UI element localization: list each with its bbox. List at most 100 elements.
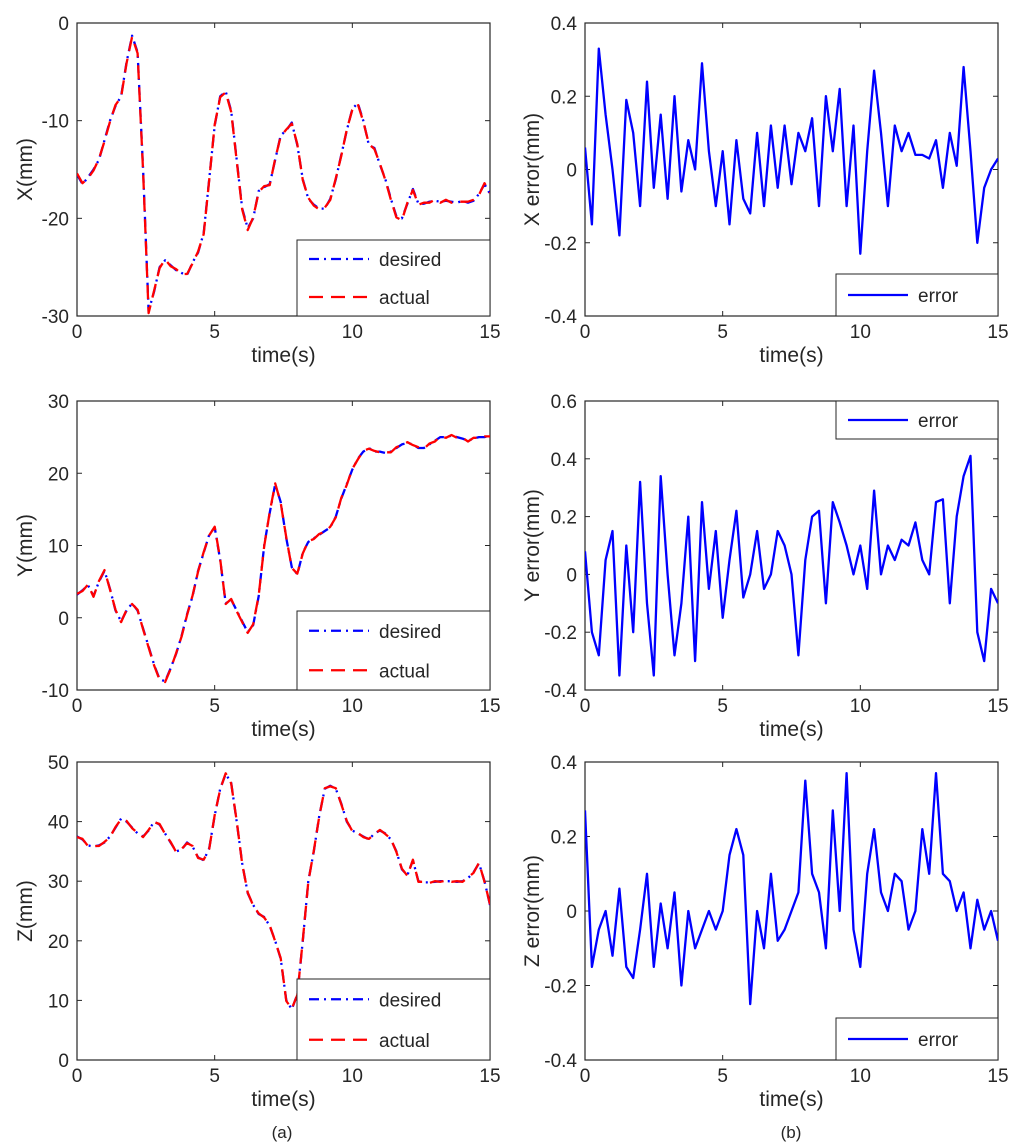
series-group — [585, 47, 998, 255]
y-tick-label: 40 — [48, 813, 69, 834]
y-tick-label: 0.2 — [551, 828, 577, 849]
x-axis-label: time(s) — [759, 344, 823, 367]
legend-label-desired: desired — [379, 990, 441, 1011]
legend: error — [835, 400, 999, 440]
series-line-actual — [77, 772, 490, 1010]
x-axis-label: time(s) — [251, 1088, 315, 1111]
x-tick-label: 10 — [342, 1066, 363, 1087]
legend-label-actual: actual — [379, 288, 430, 309]
y-tick-label: 0 — [566, 161, 577, 182]
legend: error — [835, 1017, 999, 1061]
chart-z-position: 0 5 10 15 0 10 20 30 40 50 time(s) Z(mm) desired actu… — [14, 753, 501, 1111]
y-tick-label: 0 — [58, 1051, 69, 1072]
series-line-error — [585, 47, 998, 255]
x-tick-label: 5 — [717, 1066, 728, 1087]
x-tick-label: 15 — [479, 322, 500, 343]
legend-box — [296, 610, 491, 691]
plot-area — [584, 22, 999, 317]
y-axis-label: Y(mm) — [14, 514, 37, 577]
legend-label-actual: actual — [379, 1031, 430, 1052]
legend-label-desired: desired — [379, 250, 441, 271]
x-tick-label: 10 — [850, 322, 871, 343]
x-tick-label: 0 — [72, 1066, 83, 1087]
y-tick-label: 0.4 — [551, 753, 578, 774]
y-tick-label: 10 — [48, 991, 69, 1012]
y-tick-label: 0.4 — [551, 14, 578, 35]
y-tick-label: 10 — [48, 537, 69, 558]
y-tick-label: 30 — [48, 392, 69, 413]
y-tick-label: -20 — [42, 209, 69, 230]
legend: desired actual — [296, 610, 491, 691]
x-tick-label: 0 — [580, 1066, 591, 1087]
y-tick-label: 0 — [58, 14, 69, 35]
x-tick-label: 15 — [987, 322, 1008, 343]
x-axis-label: time(s) — [251, 344, 315, 367]
x-tick-label: 10 — [850, 696, 871, 717]
legend-label-error: error — [918, 411, 959, 432]
x-axis-label: time(s) — [759, 718, 823, 741]
y-tick-label: 0.2 — [551, 508, 577, 529]
x-tick-label: 5 — [717, 322, 728, 343]
chart-x-position: 0 5 10 15 -30 -20 -10 0 time(s) X(mm) desired actua… — [14, 14, 501, 367]
y-axis-label: X(mm) — [14, 138, 37, 201]
series-group — [585, 772, 998, 1006]
legend-label-error: error — [918, 286, 959, 307]
y-axis-label: Z error(mm) — [521, 855, 544, 967]
legend-label-desired: desired — [379, 622, 441, 643]
y-tick-label: -30 — [42, 307, 69, 328]
y-tick-label: -0.4 — [544, 307, 577, 328]
x-tick-label: 15 — [479, 696, 500, 717]
legend-label-actual: actual — [379, 661, 430, 682]
y-axis-label: Y error(mm) — [521, 489, 544, 602]
legend-box — [296, 978, 491, 1061]
y-tick-label: 50 — [48, 753, 69, 774]
y-tick-label: 30 — [48, 872, 69, 893]
y-tick-label: -0.2 — [544, 623, 577, 644]
series-group — [77, 772, 490, 1011]
x-axis-label: time(s) — [251, 718, 315, 741]
series-line-error — [585, 772, 998, 1006]
y-tick-label: 20 — [48, 932, 69, 953]
legend: desired actual — [296, 978, 491, 1061]
chart-x-error: 0 5 10 15 -0.4 -0.2 0 0.2 0.4 time(s) X error(mm) e… — [521, 14, 1009, 367]
caption-b: (b) — [781, 1123, 802, 1142]
series-group — [77, 433, 490, 684]
y-tick-label: 0.6 — [551, 392, 577, 413]
x-tick-label: 5 — [209, 1066, 220, 1087]
x-tick-label: 0 — [580, 322, 591, 343]
x-tick-label: 10 — [342, 696, 363, 717]
x-tick-label: 5 — [209, 322, 220, 343]
series-line-error — [585, 454, 998, 677]
x-tick-label: 0 — [580, 696, 591, 717]
legend-label-error: error — [918, 1030, 959, 1051]
y-tick-label: 0 — [566, 565, 577, 586]
series-line-desired — [77, 34, 490, 313]
legend: desired actual — [296, 239, 491, 317]
legend-box — [296, 239, 491, 317]
y-tick-label: -10 — [42, 112, 69, 133]
y-tick-label: -0.2 — [544, 977, 577, 998]
x-tick-label: 15 — [479, 1066, 500, 1087]
x-tick-label: 0 — [72, 322, 83, 343]
y-tick-label: 0.2 — [551, 87, 577, 108]
x-tick-label: 15 — [987, 696, 1008, 717]
x-tick-label: 5 — [717, 696, 728, 717]
chart-z-error: 0 5 10 15 -0.4 -0.2 0 0.2 0.4 time(s) Z error(mm) e… — [521, 753, 1009, 1111]
caption-a: (a) — [272, 1123, 293, 1142]
y-tick-label: -0.2 — [544, 234, 577, 255]
x-tick-label: 5 — [209, 696, 220, 717]
y-tick-label: -0.4 — [544, 1051, 577, 1072]
plot-area — [584, 400, 999, 691]
y-tick-label: 0.4 — [551, 450, 578, 471]
series-group — [77, 34, 490, 315]
x-tick-label: 0 — [72, 696, 83, 717]
series-group — [585, 454, 998, 677]
series-line-actual — [77, 35, 490, 315]
chart-y-position: 0 5 10 15-100102030time(s)Y(mm)desiredactua… — [14, 392, 501, 741]
series-line-desired — [77, 434, 490, 683]
y-tick-label: -0.4 — [544, 681, 577, 702]
chart-y-error: 0 5 10 15 -0.4 -0.2 0 0.2 0.4 0.6 time(s) Y error(m… — [521, 392, 1009, 741]
y-axis-label: X error(mm) — [521, 113, 544, 226]
y-tick-label: -10 — [42, 681, 69, 702]
